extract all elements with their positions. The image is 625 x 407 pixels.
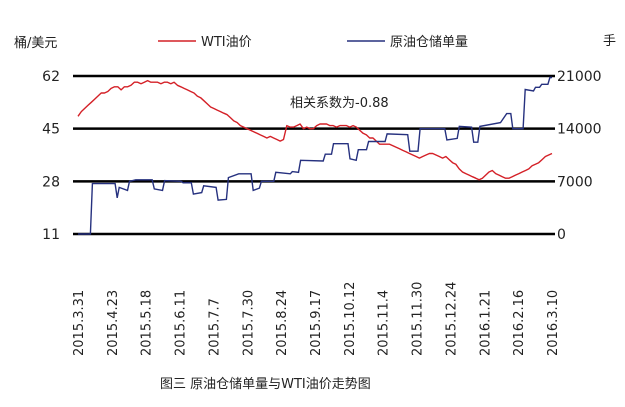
x-axis-tick-label: 2015.5.18 xyxy=(140,290,155,356)
right-axis-unit-label: 手 xyxy=(603,34,616,49)
x-axis-tick-label: 2015.8.24 xyxy=(275,290,290,356)
left-axis-tick-label: 62 xyxy=(42,69,60,85)
left-axis-tick-label: 11 xyxy=(42,227,60,243)
x-axis-tick-label: 2015.11.30 xyxy=(411,282,426,356)
x-axis-tick-label: 2015.12.24 xyxy=(444,282,459,356)
axis-layer: 11 28 45 62 0 7000 14000 21000 2015.3.31 2015.4.2… xyxy=(42,69,601,356)
right-axis-tick-label: 7000 xyxy=(557,174,593,190)
correlation-annotation: 相关系数为-0.88 xyxy=(290,96,389,111)
right-axis-tick-label: 14000 xyxy=(557,122,602,138)
x-axis-tick-label: 2015.11.4 xyxy=(377,290,392,356)
legend: WTI油价 原油仓储单量 xyxy=(158,35,468,50)
x-axis-tick-label: 2015.9.17 xyxy=(309,290,324,356)
x-axis-tick-label: 2015.7.30 xyxy=(241,290,256,356)
x-axis-tick-label: 2015.4.23 xyxy=(106,290,121,356)
x-axis-tick-label: 2016.2.16 xyxy=(512,290,527,356)
right-axis-tick-label: 21000 xyxy=(557,69,602,85)
right-axis-tick-label: 0 xyxy=(557,227,566,243)
x-axis-tick-label: 2015.6.11 xyxy=(174,290,189,356)
x-axis-tick-label: 2015.3.31 xyxy=(72,290,87,356)
chart-caption: 图三 原油仓储单量与WTI油价走势图 xyxy=(160,376,371,392)
left-axis-tick-label: 28 xyxy=(42,174,60,190)
series-line-wti xyxy=(77,79,553,181)
x-axis-tick-label: 2016.3.10 xyxy=(546,290,561,356)
x-axis-tick-label: 2016.1.21 xyxy=(478,290,493,356)
left-axis-tick-label: 45 xyxy=(42,122,60,138)
left-axis-unit-label: 桶/美元 xyxy=(14,36,57,51)
series-layer xyxy=(77,76,553,235)
x-axis-tick-label: 2015.7.7 xyxy=(207,298,222,356)
legend-label-storage: 原油仓储单量 xyxy=(390,35,468,50)
legend-label-wti: WTI油价 xyxy=(201,35,252,50)
series-line-storage xyxy=(78,76,552,235)
x-axis-tick-label: 2015.10.12 xyxy=(343,282,358,356)
